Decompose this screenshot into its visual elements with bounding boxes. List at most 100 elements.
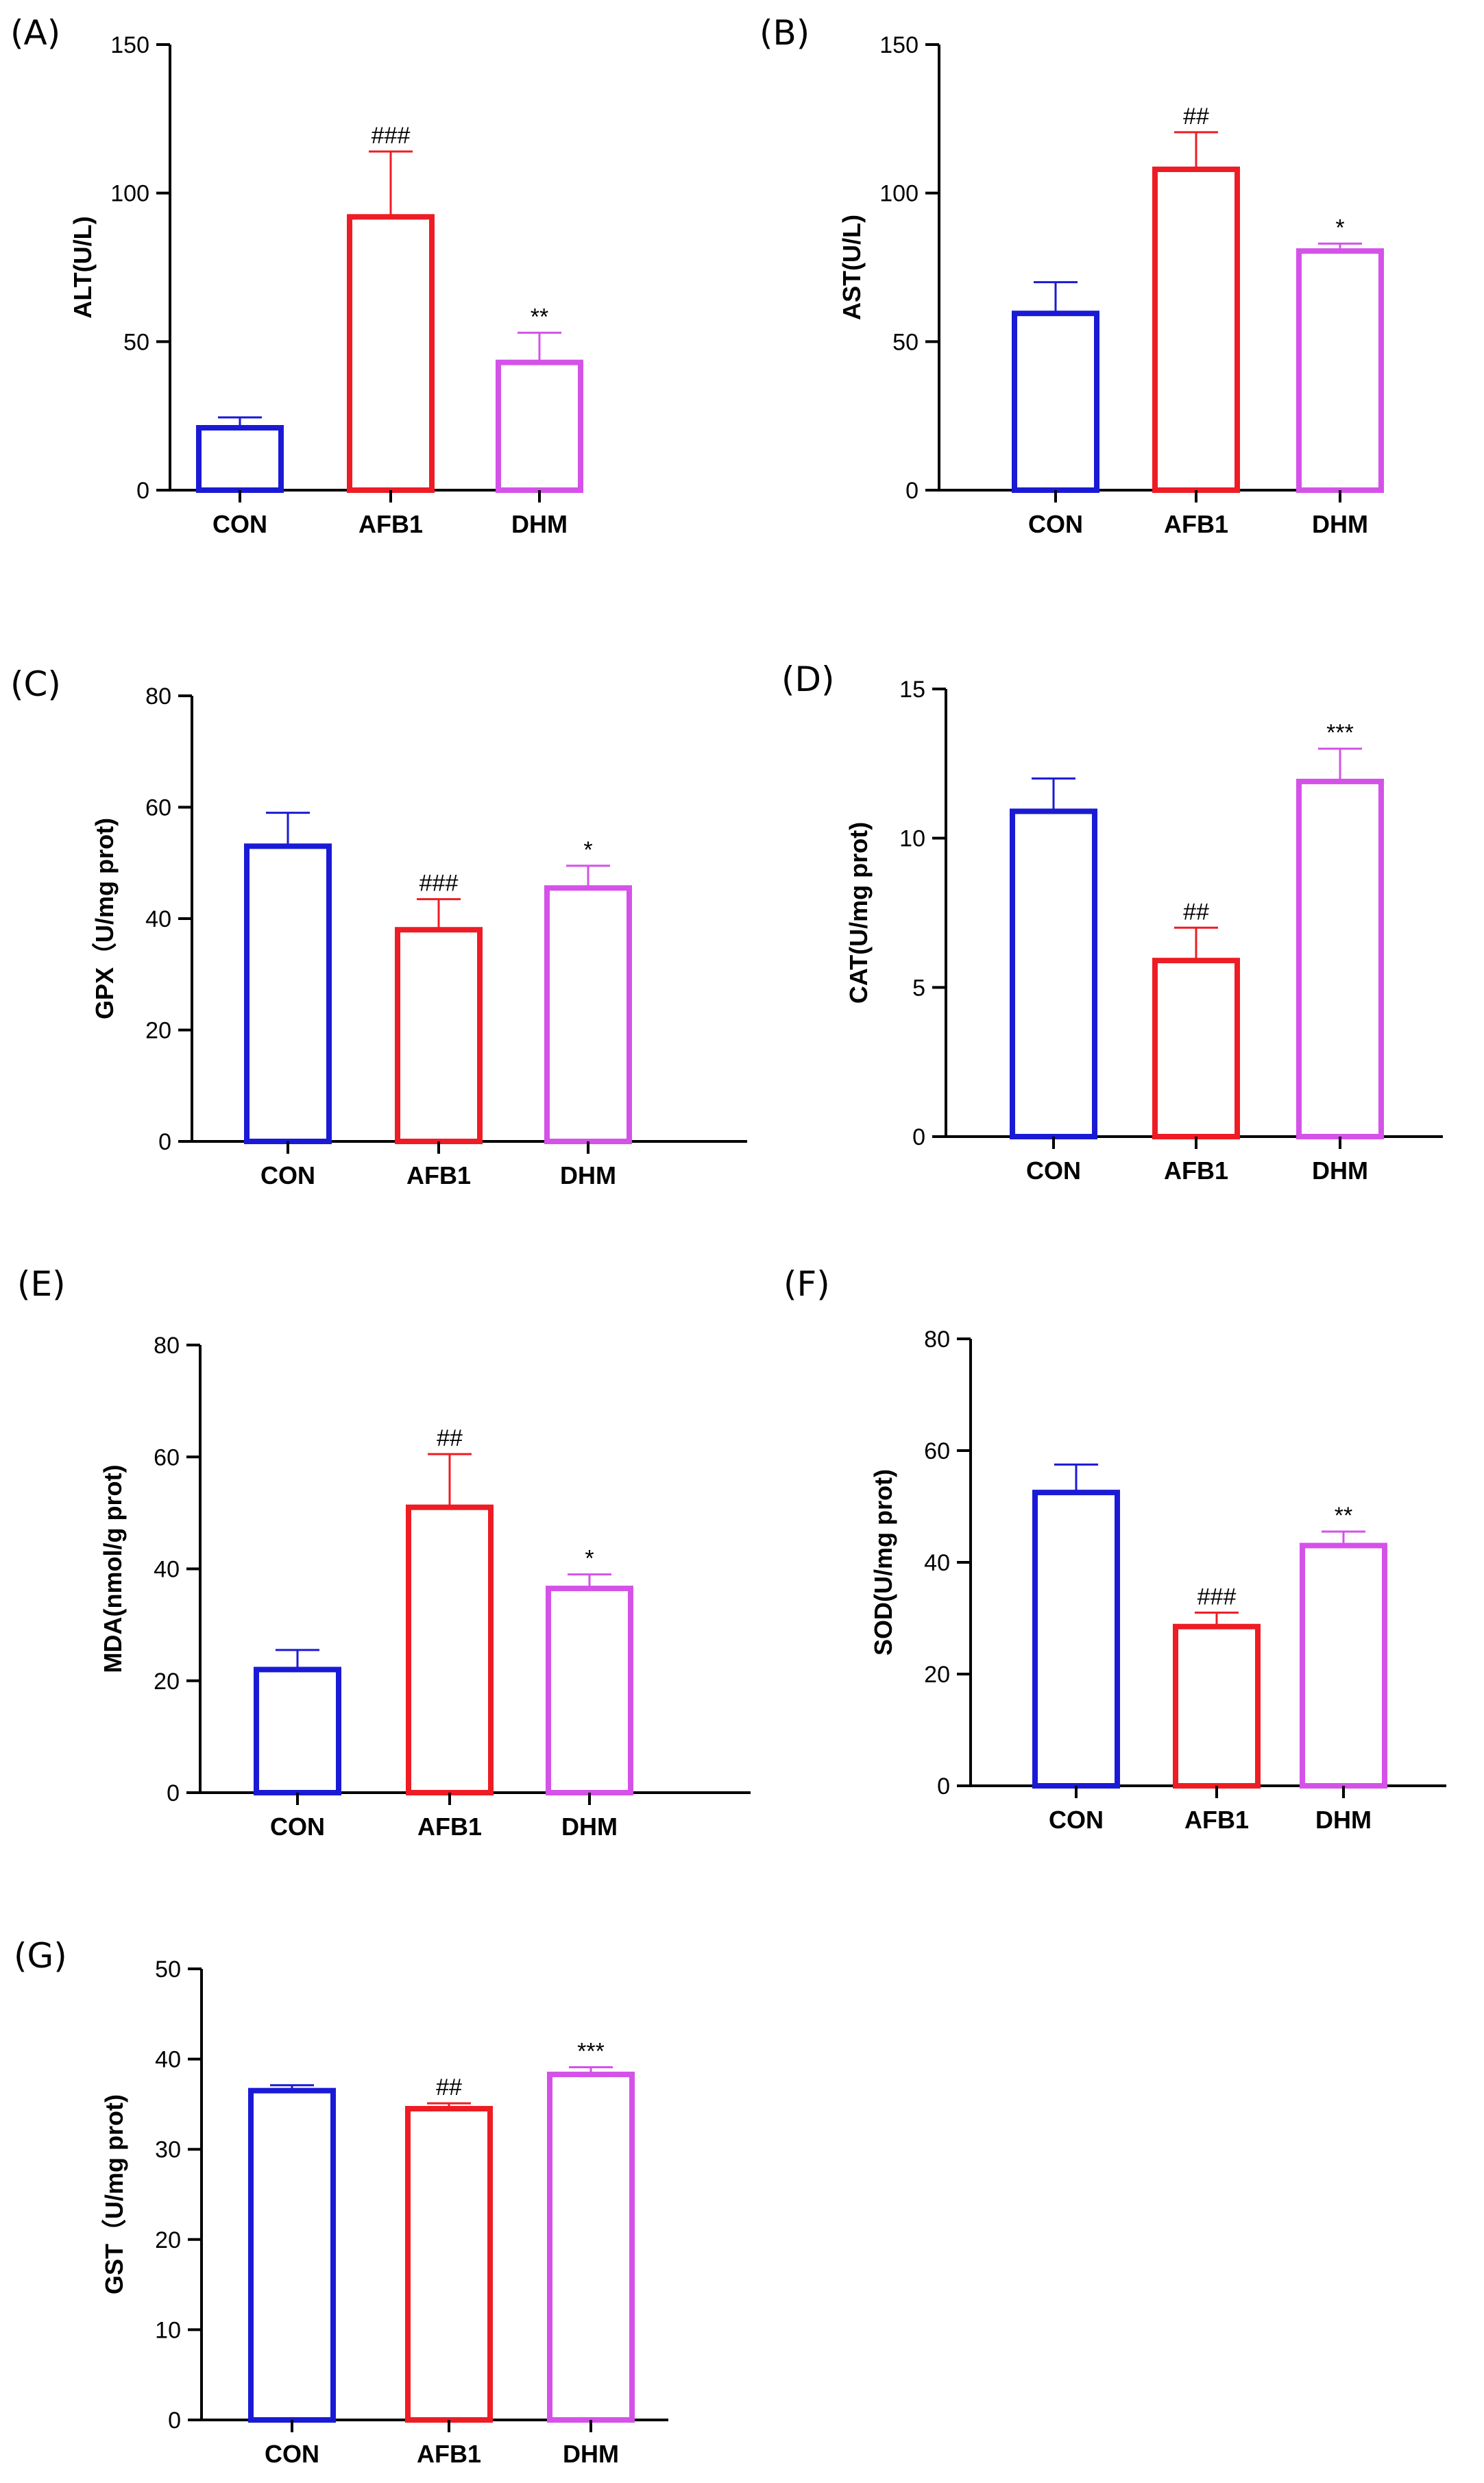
y-tick-label: 150 [879, 32, 919, 58]
y-tick-label: 0 [905, 478, 919, 504]
x-tick-label: AFB1 [1184, 1806, 1249, 1834]
y-tick-label: 60 [154, 1444, 180, 1470]
y-tick-label: 0 [158, 1129, 171, 1155]
significance-label: ### [1197, 1584, 1237, 1610]
y-tick-label: 40 [154, 1557, 180, 1583]
bar-afb1 [395, 927, 483, 1144]
panel-letter: (C) [10, 664, 61, 704]
y-tick-label: 5 [912, 975, 925, 1001]
y-tick-label: 50 [892, 329, 919, 355]
y-axis-label: CAT(U/mg prot) [844, 822, 873, 1004]
y-tick-label: 20 [924, 1662, 950, 1688]
panel-f: (F) 0 20 40 60 80 SOD(U/mg prot) CON AFB1 ### DHM *… [783, 1264, 1446, 1834]
significance-label: ## [436, 2074, 462, 2100]
y-tick-label: 0 [937, 1773, 950, 1800]
bar-afb1 [1152, 167, 1240, 493]
significance-label: ### [419, 871, 459, 897]
significance-label: ** [531, 304, 548, 330]
y-tick-label: 0 [912, 1124, 925, 1150]
panel-c: (C) 0 20 40 60 80 GPX（U/mg prot) CON AFB1 ### DHM * [10, 664, 747, 1189]
y-axis-label: GPX（U/mg prot) [90, 818, 119, 1019]
y-axis-label: ALT(U/L) [69, 216, 97, 318]
y-axis-label: AST(U/L) [838, 215, 866, 320]
x-tick-label: AFB1 [417, 2440, 481, 2468]
x-tick-label: AFB1 [1164, 1156, 1228, 1185]
y-tick-label: 40 [145, 906, 171, 932]
y-tick-label: 20 [145, 1018, 171, 1044]
significance-label: *** [1326, 720, 1354, 746]
bar-con [1010, 808, 1097, 1140]
x-tick-label: CON [212, 510, 267, 538]
bar-con [1012, 311, 1099, 493]
bar-afb1 [405, 2105, 493, 2423]
bar-dhm [1300, 1542, 1387, 1789]
y-tick-label: 80 [145, 683, 171, 710]
y-tick-label: 50 [155, 1957, 181, 1983]
bar-con [1032, 1490, 1120, 1789]
bar-dhm [544, 885, 632, 1144]
bar-con [244, 843, 332, 1144]
y-tick-label: 150 [110, 32, 149, 58]
bar-dhm [496, 359, 583, 494]
bar-dhm [546, 1586, 633, 1796]
x-tick-label: AFB1 [1164, 510, 1228, 538]
x-tick-label: CON [1026, 1156, 1081, 1185]
x-tick-label: DHM [563, 2440, 619, 2468]
y-tick-label: 50 [123, 329, 149, 355]
x-tick-label: CON [260, 1161, 315, 1189]
significance-label: ** [1335, 1503, 1352, 1529]
panel-d: (D) 0 5 10 15 CAT(U/mg prot) CON AFB1 ## DHM *** [781, 659, 1443, 1185]
bar-con [248, 2087, 336, 2423]
bar-con [254, 1667, 341, 1796]
bar-afb1 [406, 1504, 494, 1795]
x-tick-label: CON [270, 1813, 325, 1841]
y-tick-label: 80 [154, 1333, 180, 1359]
panel-letter: (D) [781, 659, 835, 699]
panel-e: (E) 0 20 40 60 80 MDA(nmol/g prot) CON AFB1 ## DHM… [17, 1264, 751, 1841]
significance-label: ## [437, 1425, 463, 1451]
x-tick-label: AFB1 [417, 1813, 482, 1841]
y-tick-label: 10 [155, 2317, 181, 2343]
y-tick-label: 40 [924, 1550, 950, 1576]
bar-dhm [1296, 248, 1384, 493]
bar-dhm [1296, 778, 1384, 1140]
y-tick-label: 60 [145, 795, 171, 821]
significance-label: * [585, 1546, 594, 1572]
x-tick-label: CON [1028, 510, 1083, 538]
panel-b: (B) 0 50 100 150 AST(U/L) CON AFB1 ## DHM * [759, 13, 1384, 538]
significance-label: ### [372, 123, 411, 149]
x-tick-label: DHM [560, 1161, 616, 1189]
bar-afb1 [1152, 958, 1240, 1139]
bar-dhm [547, 2071, 635, 2423]
bar-afb1 [347, 214, 435, 493]
y-tick-label: 15 [899, 677, 925, 703]
x-tick-label: DHM [511, 510, 568, 538]
y-tick-label: 100 [879, 181, 919, 207]
panel-letter: (F) [783, 1264, 830, 1304]
panel-letter: (G) [14, 1936, 67, 1976]
significance-label: ## [1183, 104, 1209, 130]
significance-label: *** [577, 2038, 605, 2064]
y-axis-label: SOD(U/mg prot) [869, 1469, 897, 1656]
significance-label: ## [1183, 899, 1209, 925]
x-tick-label: DHM [1312, 510, 1368, 538]
y-tick-label: 0 [167, 1780, 180, 1806]
x-tick-label: DHM [561, 1813, 618, 1841]
x-tick-label: CON [265, 2440, 319, 2468]
x-tick-label: DHM [1315, 1806, 1372, 1834]
y-tick-label: 0 [168, 2408, 181, 2434]
x-tick-label: AFB1 [358, 510, 423, 538]
panel-g: (G) 0 10 20 30 40 50 GST（U/mg prot) CON AFB1 ## DHM… [14, 1936, 668, 2468]
panel-letter: (A) [10, 13, 60, 53]
x-tick-label: DHM [1312, 1156, 1368, 1185]
significance-label: * [1335, 215, 1344, 241]
y-tick-label: 20 [154, 1669, 180, 1695]
significance-label: * [583, 837, 592, 863]
y-tick-label: 0 [136, 478, 149, 504]
x-tick-label: CON [1049, 1806, 1104, 1834]
y-tick-label: 100 [110, 181, 149, 207]
y-tick-label: 60 [924, 1438, 950, 1464]
y-tick-label: 40 [155, 2047, 181, 2073]
y-tick-label: 20 [155, 2227, 181, 2253]
